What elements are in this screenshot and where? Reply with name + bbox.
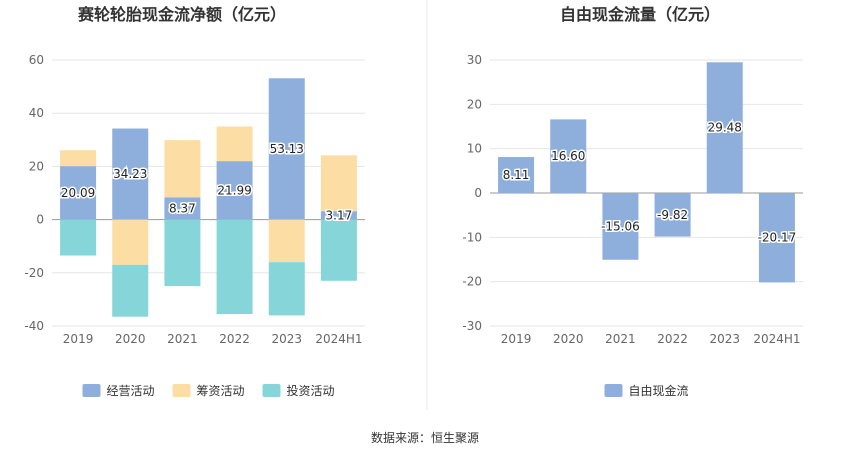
- bar-经营活动-2024H1: [320, 211, 357, 220]
- y-tick-label: -20: [462, 275, 482, 289]
- x-tick-label: 2023: [271, 332, 302, 346]
- bar-投资活动-2019: [60, 219, 97, 256]
- y-tick-label: -30: [462, 319, 482, 333]
- y-tick-label: 30: [467, 53, 482, 67]
- bar-自由现金流-2019: [498, 157, 535, 193]
- data-label: 29.48: [708, 121, 742, 135]
- y-tick-label: -10: [462, 230, 482, 244]
- data-label: -20.17: [758, 231, 797, 245]
- bar-筹资活动-2023: [268, 219, 305, 263]
- x-tick-label: 2019: [63, 332, 94, 346]
- data-label: 21.99: [217, 183, 251, 197]
- chart-title: 自由现金流量（亿元）: [560, 5, 720, 24]
- data-label: 34.23: [113, 167, 147, 181]
- bar-自由现金流-2023: [706, 62, 743, 194]
- legend-label: 投资活动: [287, 383, 335, 398]
- y-tick-label: 10: [467, 142, 482, 156]
- chart-title: 赛轮轮胎现金流净额（亿元）: [77, 5, 286, 24]
- source-note: 数据来源：恒生聚源: [371, 430, 479, 445]
- bar-筹资活动-2020: [112, 219, 149, 265]
- x-tick-label: 2020: [115, 332, 146, 346]
- bar-经营活动-2019: [60, 166, 97, 220]
- y-tick-label: 20: [29, 159, 44, 173]
- data-label: 8.11: [503, 168, 530, 182]
- bar-投资活动-2020: [112, 264, 149, 317]
- bar-经营活动-2023: [268, 78, 305, 220]
- bar-筹资活动-2022: [216, 126, 253, 162]
- bar-经营活动-2022: [216, 161, 253, 220]
- legend-swatch: [172, 384, 191, 397]
- bar-自由现金流-2024H1: [758, 193, 795, 283]
- legend-label: 经营活动: [107, 384, 155, 398]
- bar-投资活动-2022: [216, 219, 253, 315]
- bar-经营活动-2021: [164, 197, 201, 220]
- y-tick-label: -40: [24, 319, 44, 333]
- legend-label: 筹资活动: [197, 384, 245, 398]
- x-tick-label: 2023: [709, 332, 740, 346]
- y-tick-label: 0: [36, 213, 44, 227]
- bar-经营活动-2020: [112, 128, 149, 220]
- bar-筹资活动-2019: [60, 150, 97, 167]
- x-tick-label: 2021: [167, 332, 198, 346]
- y-tick-label: 60: [29, 53, 44, 67]
- x-tick-label: 2020: [553, 332, 584, 346]
- x-tick-label: 2022: [219, 332, 250, 346]
- data-label: 16.60: [551, 149, 585, 163]
- data-label: 8.37: [169, 201, 196, 215]
- data-label: -15.06: [601, 219, 640, 233]
- legend: 经营活动 筹资活动 投资活动: [82, 383, 335, 398]
- data-label: 53.13: [270, 142, 304, 156]
- x-tick-label: 2024H1: [315, 332, 362, 346]
- x-tick-label: 2021: [605, 332, 636, 346]
- bar-自由现金流-2022: [654, 193, 691, 237]
- legend: 自由现金流: [604, 383, 689, 398]
- legend-swatch: [604, 384, 623, 397]
- data-label: 3.17: [326, 208, 353, 222]
- y-tick-label: -20: [24, 266, 44, 280]
- bar-自由现金流-2021: [602, 193, 639, 260]
- bar-投资活动-2023: [268, 262, 305, 316]
- data-label: -9.82: [657, 208, 688, 222]
- x-tick-label: 2022: [657, 332, 688, 346]
- chart-panel-1: 赛轮轮胎现金流净额（亿元） -40 -20 0 20 40 60 20.09 34.23 8.37…: [24, 5, 365, 398]
- x-tick-label: 2019: [501, 332, 532, 346]
- bar-投资活动-2021: [164, 219, 201, 287]
- legend-swatch: [262, 384, 281, 397]
- y-tick-label: 40: [29, 106, 44, 120]
- bar-筹资活动-2024H1: [320, 155, 357, 212]
- y-tick-label: 0: [474, 186, 482, 200]
- legend-label: 自由现金流: [629, 383, 689, 398]
- bar-筹资活动-2021: [164, 140, 201, 198]
- legend-swatch: [82, 384, 101, 397]
- data-label: 20.09: [61, 186, 95, 200]
- y-tick-label: 20: [467, 97, 482, 111]
- bar-投资活动-2024H1: [320, 219, 357, 281]
- x-tick-label: 2024H1: [753, 332, 800, 346]
- chart-panel-2: 自由现金流量（亿元） -30 -20 -10 0 10 20 30 8.11 16.60 -15.0…: [462, 5, 803, 398]
- bar-自由现金流-2020: [550, 119, 587, 193]
